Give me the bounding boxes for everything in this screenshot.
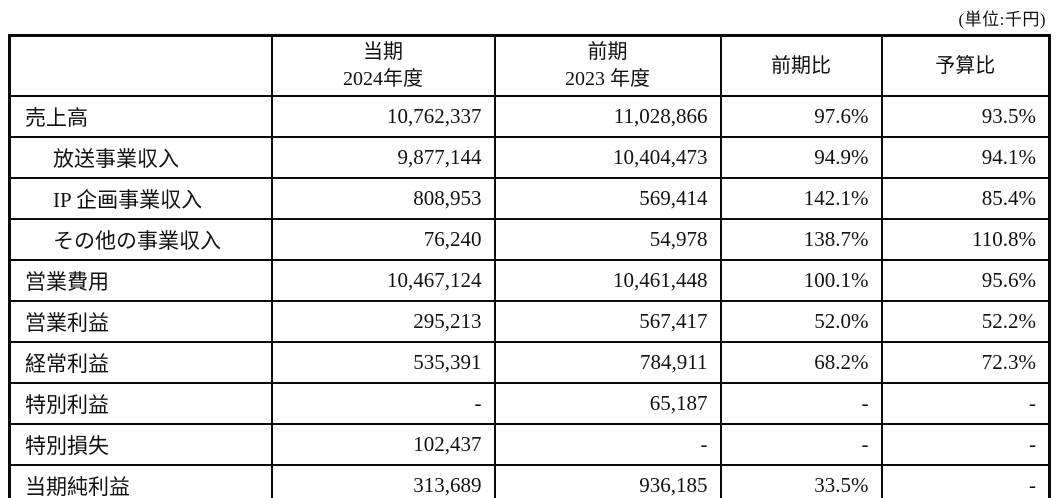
cell-prior-period: 11,028,866: [493, 95, 722, 138]
row-label: 営業費用: [8, 259, 273, 302]
cell-current-period: 10,762,337: [270, 95, 496, 138]
cell-current-period: -: [270, 382, 496, 425]
header-yoy-ratio-label: 前期比: [771, 54, 831, 77]
cell-yoy-ratio: -: [719, 382, 883, 425]
financial-table: 当期 2024年度 前期 2023 年度 前期比 予算比 売上高 10,762,3…: [8, 34, 1051, 498]
cell-budget-ratio: 95.6%: [880, 259, 1051, 302]
cell-current-period: 76,240: [270, 218, 496, 261]
header-prior-period-line1: 前期: [587, 41, 628, 63]
header-row: 当期 2024年度 前期 2023 年度 前期比 予算比: [8, 34, 1051, 97]
cell-current-period: 102,437: [270, 423, 496, 466]
row-label: その他の事業収入: [8, 218, 273, 261]
header-prior-period-line2: 2023 年度: [565, 68, 650, 90]
header-prior-period: 前期 2023 年度: [493, 34, 722, 97]
header-current-period-line1: 当期: [363, 41, 403, 63]
cell-yoy-ratio: 97.6%: [719, 95, 883, 138]
row-label: IP 企画事業収入: [8, 177, 273, 220]
cell-budget-ratio: -: [880, 382, 1051, 425]
table-row: IP 企画事業収入 808,953 569,414 142.1% 85.4%: [8, 177, 1051, 220]
table-row: その他の事業収入 76,240 54,978 138.7% 110.8%: [8, 218, 1051, 261]
header-blank: [8, 34, 273, 97]
cell-prior-period: 936,185: [493, 464, 722, 498]
row-label: 特別利益: [8, 382, 273, 425]
cell-budget-ratio: 72.3%: [880, 341, 1051, 384]
header-current-period: 当期 2024年度: [270, 34, 496, 97]
header-budget-ratio-label: 予算比: [935, 54, 996, 77]
cell-budget-ratio: 52.2%: [880, 300, 1051, 343]
cell-yoy-ratio: 68.2%: [719, 341, 883, 384]
cell-prior-period: 569,414: [493, 177, 722, 220]
financial-summary-page: (単位:千円) 当期 2024年度 前期 2023 年度 前期比: [8, 0, 1051, 498]
cell-prior-period: -: [493, 423, 722, 466]
header-yoy-ratio: 前期比: [719, 34, 883, 97]
cell-prior-period: 10,461,448: [493, 259, 722, 302]
cell-current-period: 9,877,144: [270, 136, 496, 179]
table-row: 特別利益 -65,187- -: [8, 382, 1051, 425]
header-budget-ratio: 予算比: [880, 34, 1051, 97]
cell-current-period: 295,213: [270, 300, 496, 343]
cell-prior-period: 10,404,473: [493, 136, 722, 179]
cell-yoy-ratio: 100.1%: [719, 259, 883, 302]
table-row: 放送事業収入 9,877,144 10,404,473 94.9% 94.1%: [8, 136, 1051, 179]
row-label: 売上高: [8, 95, 273, 138]
table-row: 営業費用 10,467,124 10,461,448 100.1% 95.6%: [8, 259, 1051, 302]
cell-budget-ratio: 85.4%: [880, 177, 1051, 220]
table-row: 特別損失 102,437- - -: [8, 423, 1051, 466]
table-row: 当期純利益 313,689 936,185 33.5% -: [8, 464, 1051, 498]
cell-yoy-ratio: 94.9%: [719, 136, 883, 179]
row-label: 放送事業収入: [8, 136, 273, 179]
cell-prior-period: 784,911: [493, 341, 722, 384]
cell-prior-period: 567,417: [493, 300, 722, 343]
cell-current-period: 535,391: [270, 341, 496, 384]
cell-current-period: 313,689: [270, 464, 496, 498]
table-body: 売上高 10,762,337 11,028,866 97.6% 93.5% 放送事業収入 9…: [8, 95, 1051, 498]
cell-yoy-ratio: 138.7%: [719, 218, 883, 261]
cell-budget-ratio: -: [880, 464, 1051, 498]
table-row: 経常利益 535,391 784,911 68.2% 72.3%: [8, 341, 1051, 384]
cell-budget-ratio: 110.8%: [880, 218, 1051, 261]
cell-yoy-ratio: 52.0%: [719, 300, 883, 343]
row-label: 特別損失: [8, 423, 273, 466]
cell-prior-period: 65,187: [493, 382, 722, 425]
header-current-period-line2: 2024年度: [343, 68, 423, 90]
cell-prior-period: 54,978: [493, 218, 722, 261]
table-row: 売上高 10,762,337 11,028,866 97.6% 93.5%: [8, 95, 1051, 138]
cell-yoy-ratio: 33.5%: [719, 464, 883, 498]
cell-budget-ratio: 94.1%: [880, 136, 1051, 179]
unit-note: (単位:千円): [958, 10, 1046, 29]
cell-yoy-ratio: 142.1%: [719, 177, 883, 220]
cell-yoy-ratio: -: [719, 423, 883, 466]
cell-current-period: 10,467,124: [270, 259, 496, 302]
cell-budget-ratio: 93.5%: [880, 95, 1051, 138]
row-label: 当期純利益: [8, 464, 273, 498]
table-row: 営業利益 295,213 567,417 52.0% 52.2%: [8, 300, 1051, 343]
row-label: 営業利益: [8, 300, 273, 343]
cell-current-period: 808,953: [270, 177, 496, 220]
row-label: 経常利益: [8, 341, 273, 384]
cell-budget-ratio: -: [880, 423, 1051, 466]
